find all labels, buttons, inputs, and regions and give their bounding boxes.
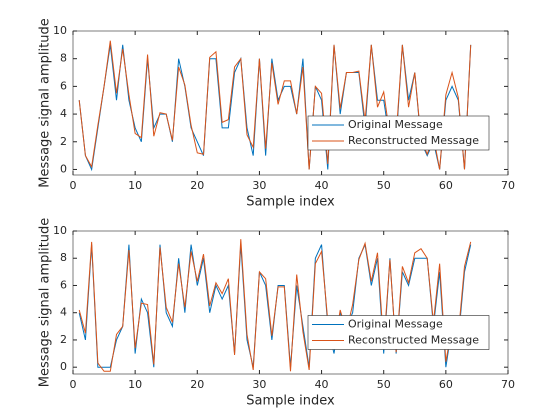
y-tick-label: 8 — [60, 52, 67, 65]
legend-label: Original Message — [348, 318, 443, 331]
x-tick-label: 70 — [501, 179, 515, 192]
y-tick-label: 10 — [53, 24, 67, 37]
x-tick-label: 40 — [315, 378, 329, 391]
y-tick-label: 0 — [60, 162, 67, 175]
legend-label: Original Message — [348, 118, 443, 131]
line-series — [78, 239, 472, 372]
legend-box — [307, 315, 490, 350]
x-tick-label: 10 — [128, 378, 142, 391]
x-tick-label: 20 — [190, 378, 204, 391]
x-tick-label: 60 — [439, 179, 453, 192]
axes: 0 10 20 30 40 50 60 70 0 2 4 6 8 10 Sample index Messag… — [38, 18, 516, 209]
x-tick-label: 50 — [377, 179, 391, 192]
axes-box — [72, 30, 509, 176]
y-tick-label: 4 — [60, 306, 67, 319]
legend-box — [307, 115, 490, 151]
axes-box — [72, 230, 509, 375]
y-axis-label: Message signal amplitude — [38, 18, 53, 187]
y-tick-label: 2 — [60, 135, 67, 148]
x-tick-label: 70 — [501, 378, 515, 391]
plot-area — [73, 231, 508, 374]
y-tick-label: 0 — [60, 360, 67, 373]
line-series — [78, 40, 472, 170]
y-axis-label: Message signal amplitude — [38, 218, 53, 387]
x-tick-label: 50 — [377, 378, 391, 391]
legend-label: Reconstructed Message — [348, 334, 479, 347]
axes: 0 10 20 30 40 50 60 70 0 2 4 6 8 10 Sample index Messag… — [38, 218, 516, 409]
x-axis-label: Sample index — [246, 195, 335, 210]
x-tick-label: 10 — [128, 179, 142, 192]
x-tick-label: 30 — [252, 179, 266, 192]
y-tick-label: 10 — [53, 224, 67, 237]
x-tick-label: 60 — [439, 378, 453, 391]
x-tick-label: 40 — [315, 179, 329, 192]
y-tick-label: 4 — [60, 107, 67, 120]
y-tick-label: 8 — [60, 251, 67, 264]
y-tick-label: 2 — [60, 333, 67, 346]
x-tick-label: 0 — [70, 378, 77, 391]
x-tick-label: 20 — [190, 179, 204, 192]
legend-label: Reconstructed Message — [348, 134, 479, 147]
plot-area — [73, 31, 508, 175]
x-axis-label: Sample index — [246, 394, 335, 409]
x-tick-label: 30 — [252, 378, 266, 391]
y-tick-label: 6 — [60, 278, 67, 291]
x-tick-label: 0 — [70, 179, 77, 192]
y-tick-label: 6 — [60, 79, 67, 92]
